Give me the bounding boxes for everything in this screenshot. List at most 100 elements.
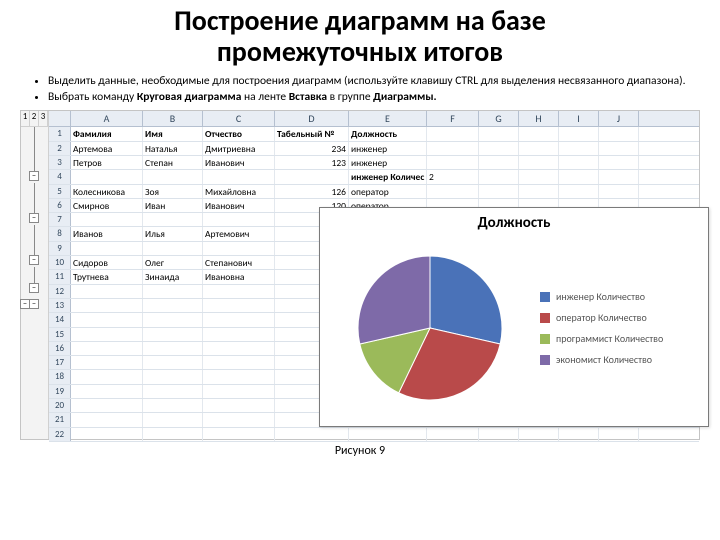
cell[interactable]: Артемович bbox=[203, 227, 275, 240]
cell[interactable]: Колесникова bbox=[71, 185, 143, 198]
cell[interactable] bbox=[203, 285, 275, 298]
row-header[interactable]: 5 bbox=[49, 185, 71, 198]
row-header[interactable]: 16 bbox=[49, 342, 71, 355]
cell[interactable] bbox=[143, 413, 203, 426]
cell[interactable] bbox=[203, 313, 275, 326]
cell[interactable] bbox=[479, 156, 519, 169]
row-header[interactable]: 17 bbox=[49, 356, 71, 369]
cell[interactable] bbox=[203, 242, 275, 255]
col-header-I[interactable]: I bbox=[559, 111, 599, 126]
cell[interactable] bbox=[427, 127, 479, 140]
cell[interactable] bbox=[559, 170, 599, 183]
cell[interactable]: Михайловна bbox=[203, 185, 275, 198]
cell[interactable] bbox=[559, 185, 599, 198]
cell[interactable] bbox=[71, 213, 143, 226]
cell[interactable] bbox=[143, 213, 203, 226]
cell[interactable] bbox=[143, 170, 203, 183]
cell[interactable] bbox=[519, 185, 559, 198]
cell[interactable]: 2 bbox=[427, 170, 479, 183]
outline-toggle[interactable]: − bbox=[29, 213, 39, 223]
cell[interactable] bbox=[71, 285, 143, 298]
row-header[interactable]: 3 bbox=[49, 156, 71, 169]
cell[interactable] bbox=[275, 428, 349, 441]
cell[interactable] bbox=[71, 242, 143, 255]
cell[interactable] bbox=[275, 170, 349, 183]
row-header[interactable]: 18 bbox=[49, 370, 71, 383]
cell[interactable] bbox=[203, 328, 275, 341]
cell[interactable]: 123 bbox=[275, 156, 349, 169]
outline-level-2[interactable]: 2 bbox=[30, 111, 39, 126]
cell[interactable] bbox=[143, 385, 203, 398]
row-header[interactable]: 13 bbox=[49, 299, 71, 312]
cell[interactable]: Иванов bbox=[71, 227, 143, 240]
col-header-F[interactable]: F bbox=[427, 111, 479, 126]
row-header[interactable]: 21 bbox=[49, 413, 71, 426]
col-header-D[interactable]: D bbox=[275, 111, 349, 126]
outline-toggle[interactable]: − bbox=[29, 255, 39, 265]
cell[interactable] bbox=[71, 342, 143, 355]
cell[interactable] bbox=[519, 156, 559, 169]
cell[interactable] bbox=[479, 428, 519, 441]
cell[interactable] bbox=[559, 156, 599, 169]
cell[interactable] bbox=[479, 142, 519, 155]
cell[interactable]: Табельный № bbox=[275, 127, 349, 140]
cell[interactable]: Должность bbox=[349, 127, 427, 140]
row-header[interactable]: 4 bbox=[49, 170, 71, 183]
cell[interactable] bbox=[143, 399, 203, 412]
cell[interactable] bbox=[143, 242, 203, 255]
cell[interactable] bbox=[203, 299, 275, 312]
col-header-E[interactable]: E bbox=[349, 111, 427, 126]
cell[interactable] bbox=[71, 385, 143, 398]
cell[interactable] bbox=[203, 370, 275, 383]
outline-toggle[interactable]: − bbox=[29, 283, 39, 293]
cell[interactable]: инженер bbox=[349, 156, 427, 169]
row-header[interactable]: 9 bbox=[49, 242, 71, 255]
cell[interactable] bbox=[203, 428, 275, 441]
cell[interactable]: инженер Количес bbox=[349, 170, 427, 183]
cell[interactable]: Сидоров bbox=[71, 256, 143, 269]
cell[interactable]: Трутнева bbox=[71, 270, 143, 283]
cell[interactable]: Илья bbox=[143, 227, 203, 240]
cell[interactable] bbox=[559, 142, 599, 155]
row-header[interactable]: 11 bbox=[49, 270, 71, 283]
cell[interactable]: Артемова bbox=[71, 142, 143, 155]
col-header-A[interactable]: A bbox=[71, 111, 143, 126]
cell[interactable]: инженер bbox=[349, 142, 427, 155]
row-header[interactable]: 22 bbox=[49, 428, 71, 441]
row-header[interactable]: 12 bbox=[49, 285, 71, 298]
col-header-B[interactable]: B bbox=[143, 111, 203, 126]
cell[interactable] bbox=[143, 370, 203, 383]
cell[interactable] bbox=[479, 185, 519, 198]
cell[interactable] bbox=[479, 127, 519, 140]
cell[interactable] bbox=[519, 170, 559, 183]
cell[interactable]: Степан bbox=[143, 156, 203, 169]
cell[interactable] bbox=[559, 127, 599, 140]
cell[interactable] bbox=[427, 156, 479, 169]
select-all[interactable] bbox=[49, 111, 71, 126]
cell[interactable] bbox=[427, 185, 479, 198]
cell[interactable] bbox=[599, 142, 639, 155]
cell[interactable] bbox=[599, 428, 639, 441]
cell[interactable]: Зинаида bbox=[143, 270, 203, 283]
cell[interactable] bbox=[71, 170, 143, 183]
cell[interactable] bbox=[519, 428, 559, 441]
row-header[interactable]: 2 bbox=[49, 142, 71, 155]
cell[interactable] bbox=[203, 413, 275, 426]
cell[interactable] bbox=[71, 428, 143, 441]
cell[interactable]: Дмитриевна bbox=[203, 142, 275, 155]
cell[interactable]: 126 bbox=[275, 185, 349, 198]
cell[interactable] bbox=[203, 213, 275, 226]
cell[interactable] bbox=[203, 399, 275, 412]
cell[interactable] bbox=[203, 170, 275, 183]
cell[interactable]: Иван bbox=[143, 199, 203, 212]
pie-chart-panel[interactable]: Должность инженер Количествооператор Кол… bbox=[319, 207, 709, 427]
cell[interactable]: Зоя bbox=[143, 185, 203, 198]
row-header[interactable]: 1 bbox=[49, 127, 71, 140]
cell[interactable]: Иванович bbox=[203, 199, 275, 212]
cell[interactable]: Степанович bbox=[203, 256, 275, 269]
cell[interactable] bbox=[519, 142, 559, 155]
cell[interactable] bbox=[71, 399, 143, 412]
cell[interactable] bbox=[71, 356, 143, 369]
row-header[interactable]: 20 bbox=[49, 399, 71, 412]
cell[interactable] bbox=[71, 413, 143, 426]
